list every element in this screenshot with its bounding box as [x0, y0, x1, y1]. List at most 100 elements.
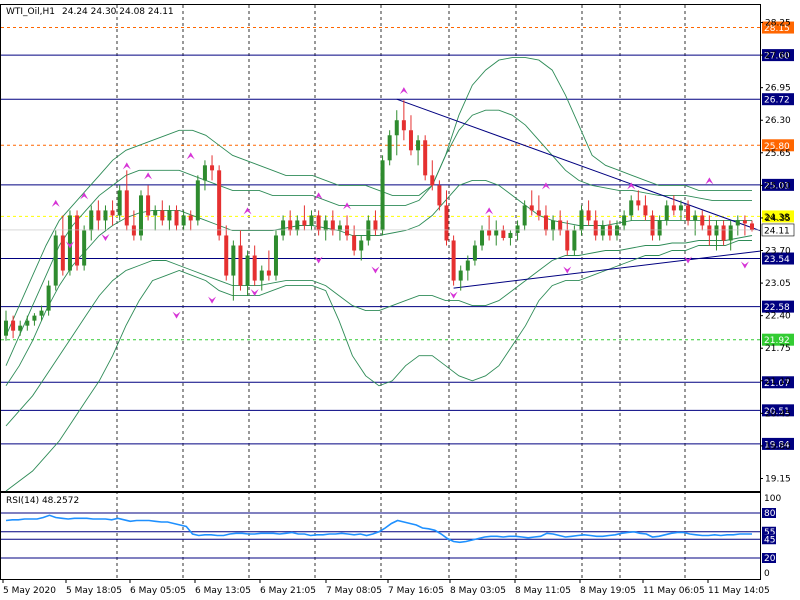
price-tick-label: 24.35	[765, 214, 791, 224]
fractal-up-arrow	[541, 182, 550, 190]
candle-body	[110, 210, 115, 216]
candle-body	[451, 240, 456, 281]
level-label: 24.38	[764, 213, 790, 223]
candle-body	[472, 245, 477, 261]
candle-body	[657, 220, 662, 236]
bollinger-outer-upper	[5, 57, 752, 336]
price-tick-label: 22.40	[765, 312, 791, 322]
candle-body	[302, 220, 307, 226]
candle-body	[146, 195, 151, 216]
level-label: 21.92	[764, 336, 790, 346]
candle-body	[458, 270, 463, 281]
rsi-level-label-bg	[762, 526, 776, 537]
candle-body	[266, 270, 271, 276]
candle-body	[259, 270, 264, 281]
candle-body	[551, 220, 556, 231]
candle-body	[167, 210, 172, 221]
candle-body	[643, 205, 648, 216]
fractal-down-arrow	[65, 241, 74, 249]
candle-body	[117, 190, 122, 216]
time-tick-label: 5 May 18:05	[66, 586, 122, 596]
fractal-up-arrow	[705, 177, 714, 185]
candle-body	[558, 220, 563, 231]
candle-body	[700, 215, 705, 226]
rsi-line	[5, 514, 752, 544]
candle-body	[572, 230, 577, 251]
level-label: 27.60	[764, 52, 790, 62]
candle-body	[515, 225, 520, 233]
candle-body	[366, 220, 371, 241]
time-tick-label: 11 May 14:05	[708, 586, 770, 596]
candle-body	[494, 230, 499, 236]
candle-body	[615, 225, 620, 236]
candle-body	[245, 255, 250, 286]
candle-body	[380, 160, 385, 231]
candle-body	[487, 230, 492, 236]
candle-body	[408, 130, 413, 151]
candle-body	[480, 230, 485, 246]
price-axis: 28.25 27.60 26.95 26.30 25.65 25.00 24.35 23.70…	[1, 19, 795, 484]
price-tick-label: 25.00	[765, 181, 791, 191]
level-label-bg	[762, 376, 794, 389]
price-tick-label: 23.05	[765, 279, 791, 289]
rsi-scale-label: 55	[764, 528, 775, 538]
price-tick-label: 19.15	[765, 474, 791, 484]
fractal-down-arrow	[563, 266, 572, 274]
fractal-down-arrow	[449, 291, 458, 299]
candle-body	[636, 200, 641, 206]
candle-body	[536, 210, 541, 216]
candle-body	[671, 205, 676, 211]
rsi-scale-label: 0	[764, 569, 770, 579]
time-tick-label: 5 May 2020	[3, 586, 56, 596]
level-label: 25.80	[764, 142, 790, 152]
price-tick-label: 28.25	[765, 19, 791, 29]
candle-body	[295, 220, 300, 231]
price-tick-label: 21.75	[765, 344, 791, 354]
level-label-bg	[762, 93, 794, 106]
rsi-scale-label: 80	[764, 509, 776, 519]
level-label-bg	[762, 252, 794, 265]
candle-body	[664, 205, 669, 221]
candle-body	[607, 225, 612, 236]
time-tick-label: 6 May 13:05	[195, 586, 251, 596]
fractal-up-arrow	[186, 152, 195, 160]
fractal-up-arrow	[399, 87, 408, 95]
level-label-bg	[762, 21, 794, 34]
trendlines	[396, 98, 761, 289]
chart-header-symbol: WTI_Oil,H1	[6, 7, 55, 17]
rsi-level-label-bg	[762, 553, 776, 563]
level-label-bg	[762, 333, 794, 346]
fractal-up-arrow	[144, 172, 153, 180]
candle-body	[224, 235, 229, 276]
level-label-bg	[762, 139, 794, 152]
rsi-scale-label: 45	[764, 535, 775, 545]
candle-body	[444, 205, 449, 241]
candle-body	[25, 320, 30, 326]
candle-body	[465, 260, 470, 271]
level-label: 19.84	[764, 440, 790, 450]
candle-body	[96, 210, 101, 221]
candle-body	[273, 235, 278, 276]
candle-body	[202, 165, 207, 181]
level-label: 21.07	[764, 379, 790, 389]
current-price-label-bg	[761, 223, 795, 237]
candle-body	[529, 205, 534, 211]
candle-body	[309, 215, 314, 226]
level-label-bg	[762, 49, 794, 62]
fractals	[51, 87, 749, 319]
candle-body	[707, 225, 712, 236]
candle-body	[430, 175, 435, 186]
candle-body	[394, 120, 399, 136]
trendline	[453, 250, 761, 289]
candle-body	[160, 210, 165, 221]
level-label: 20.51	[764, 407, 790, 417]
candle-body	[53, 235, 58, 286]
candle-body	[39, 310, 44, 316]
candle-body	[188, 215, 193, 221]
candle-body	[18, 325, 23, 331]
candle-body	[686, 205, 691, 221]
level-label: 28.15	[764, 24, 790, 34]
candle-body	[345, 225, 350, 236]
